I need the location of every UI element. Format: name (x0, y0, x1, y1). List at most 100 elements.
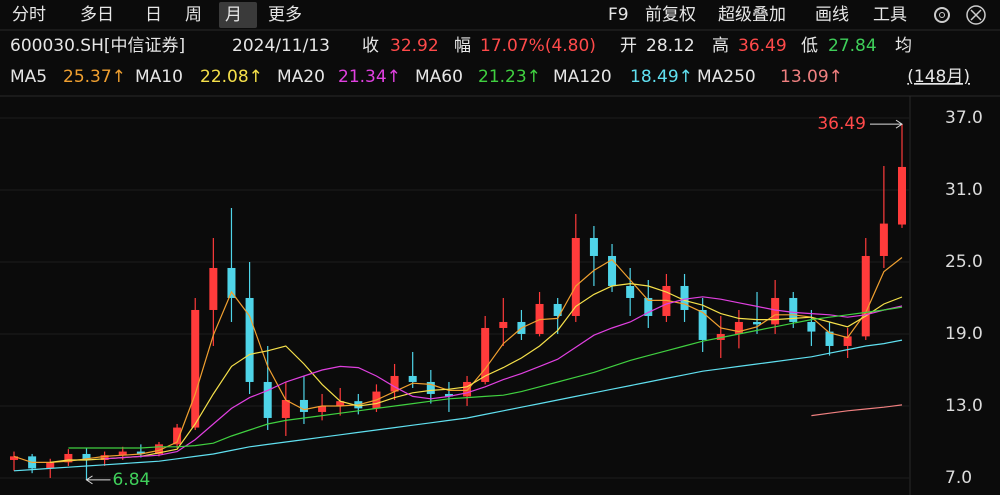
legend-name: MA250 (697, 67, 756, 87)
y-tick-label: 19.0 (945, 324, 983, 344)
gear-hub (939, 12, 945, 18)
tab-selected-bg (219, 2, 257, 28)
candle-body (608, 255, 617, 286)
candle-body (535, 303, 544, 334)
candle-body (318, 405, 327, 412)
close-x (970, 9, 982, 21)
quote-label: 收 (362, 36, 379, 56)
candle-body (753, 321, 762, 325)
candle-body (426, 381, 435, 394)
quote-value: 27.84 (828, 36, 877, 56)
candle-body (825, 331, 834, 346)
quote-value: 32.92 (390, 36, 439, 56)
candle-body (553, 303, 562, 316)
candle-body (789, 297, 798, 322)
ma-line (13, 339, 903, 472)
tab[interactable]: 月 (225, 5, 242, 25)
quote-label: 幅 (454, 36, 471, 56)
candle-body (571, 237, 580, 316)
candle-body (263, 381, 272, 418)
period[interactable]: (148月) (907, 67, 970, 87)
legend-name: MA120 (553, 67, 612, 87)
close-circle[interactable] (966, 5, 986, 25)
legend-name: MA60 (415, 67, 463, 87)
legend-value: 13.09↑ (780, 67, 843, 87)
legend-name: MA10 (135, 67, 183, 87)
ma-line (104, 296, 903, 460)
ma-line (50, 282, 903, 463)
candle-body (136, 451, 145, 454)
legend-name: MA20 (277, 67, 325, 87)
legend-value: 18.49↑ (630, 67, 693, 87)
candle-body (209, 267, 218, 310)
high-arrow (870, 119, 903, 129)
candle-body (481, 327, 490, 382)
candle-body (390, 375, 399, 392)
ma-line (13, 257, 903, 463)
legend-value: 22.08↑ (200, 67, 263, 87)
ma-line (811, 404, 903, 417)
tool[interactable]: 工具 (873, 5, 907, 25)
y-tick-label: 31.0 (945, 180, 983, 200)
candle-body (46, 462, 55, 469)
candle-body (807, 321, 816, 332)
candle-body (245, 297, 254, 382)
candle-body (444, 393, 453, 397)
legend-value: 21.34↑ (338, 67, 401, 87)
candle-body (589, 237, 598, 256)
settings-icon[interactable] (934, 7, 950, 23)
candle-body (336, 401, 345, 406)
candle-body (680, 285, 689, 310)
candle-body (191, 309, 200, 428)
candle-body (644, 297, 653, 316)
candle-body (734, 321, 743, 334)
legend-value: 21.23↑ (478, 67, 541, 87)
y-tick-label: 25.0 (945, 252, 983, 272)
quote-value: 28.12 (646, 36, 695, 56)
candle-body (861, 255, 870, 337)
y-tick-label: 37.0 (945, 108, 983, 128)
tab[interactable]: 分时 (12, 5, 46, 25)
candle-body (154, 444, 163, 454)
candle-body (499, 321, 508, 328)
legend-value: 25.37↑ (63, 67, 126, 87)
quote-date: 2024/11/13 (232, 36, 330, 56)
quote-label: 均 (895, 36, 912, 56)
close-icon[interactable] (966, 5, 986, 25)
low-arrow (85, 475, 111, 485)
gear[interactable] (934, 7, 950, 23)
tool[interactable]: 超级叠加 (718, 5, 786, 25)
quote-value: 17.07%(4.80) (480, 36, 596, 56)
quote-label: 低 (801, 36, 818, 56)
tab[interactable]: 周 (185, 5, 202, 25)
quote-value: 36.49 (738, 36, 787, 56)
tool[interactable]: 前复权 (645, 5, 696, 25)
high-label: 36.49 (817, 114, 866, 134)
candle-body (463, 381, 472, 397)
tab[interactable]: 日 (145, 5, 162, 25)
ma-line (68, 306, 903, 449)
tab[interactable]: 多日 (80, 5, 114, 25)
low-label: 6.84 (112, 470, 150, 490)
candle-body (626, 285, 635, 298)
candle-body (408, 375, 417, 382)
tool[interactable]: 画线 (815, 5, 849, 25)
candle-body (299, 399, 308, 412)
tab[interactable]: 更多 (268, 5, 302, 25)
candle-body (771, 297, 780, 325)
candle-body (173, 427, 182, 445)
y-tick-label: 7.0 (945, 468, 972, 488)
tool[interactable]: F9 (608, 5, 629, 25)
candle-body (227, 267, 236, 298)
candle-body (879, 223, 888, 256)
candle-body (716, 333, 725, 340)
candle-body (100, 455, 109, 460)
candle-body (82, 453, 91, 460)
y-tick-label: 13.0 (945, 396, 983, 416)
candle-body (898, 166, 906, 225)
candle-body (281, 399, 290, 418)
quote-label: 开 (620, 36, 637, 56)
candle-body (698, 309, 707, 340)
